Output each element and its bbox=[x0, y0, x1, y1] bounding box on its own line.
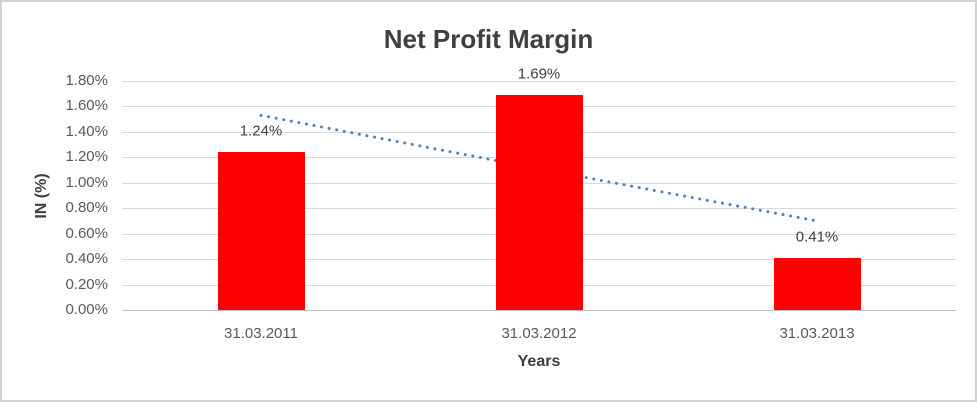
bar-value-label: 1.24% bbox=[239, 122, 283, 140]
y-tick-label: 0.40% bbox=[65, 250, 108, 268]
gridline bbox=[122, 81, 956, 82]
y-tick-label: 1.40% bbox=[65, 122, 108, 140]
x-tick-label: 31.03.2011 bbox=[224, 325, 298, 342]
y-tick-label: 0.00% bbox=[65, 301, 108, 318]
gridline bbox=[122, 310, 956, 311]
bar-value-label: 1.69% bbox=[517, 65, 561, 83]
x-tick-label: 31.03.2012 bbox=[501, 325, 577, 342]
chart-title: Net Profit Margin bbox=[383, 24, 594, 54]
y-tick-label: 1.20% bbox=[65, 148, 108, 166]
y-tick-label: 0.80% bbox=[65, 199, 108, 217]
bar-31.03.2013 bbox=[773, 257, 861, 310]
x-axis-title: Years bbox=[517, 353, 561, 370]
y-tick-label: 1.80% bbox=[65, 72, 108, 89]
x-tick-label: 31.03.2013 bbox=[779, 325, 855, 342]
y-tick-label: 1.00% bbox=[65, 173, 108, 191]
y-tick-label: 0.60% bbox=[65, 224, 108, 242]
bar-31.03.2012 bbox=[495, 94, 583, 310]
bar-31.03.2011 bbox=[217, 152, 305, 310]
y-tick-label: 1.60% bbox=[65, 97, 108, 115]
bar-value-label: 0.41% bbox=[795, 228, 839, 246]
y-tick-label: 0.20% bbox=[65, 275, 108, 293]
